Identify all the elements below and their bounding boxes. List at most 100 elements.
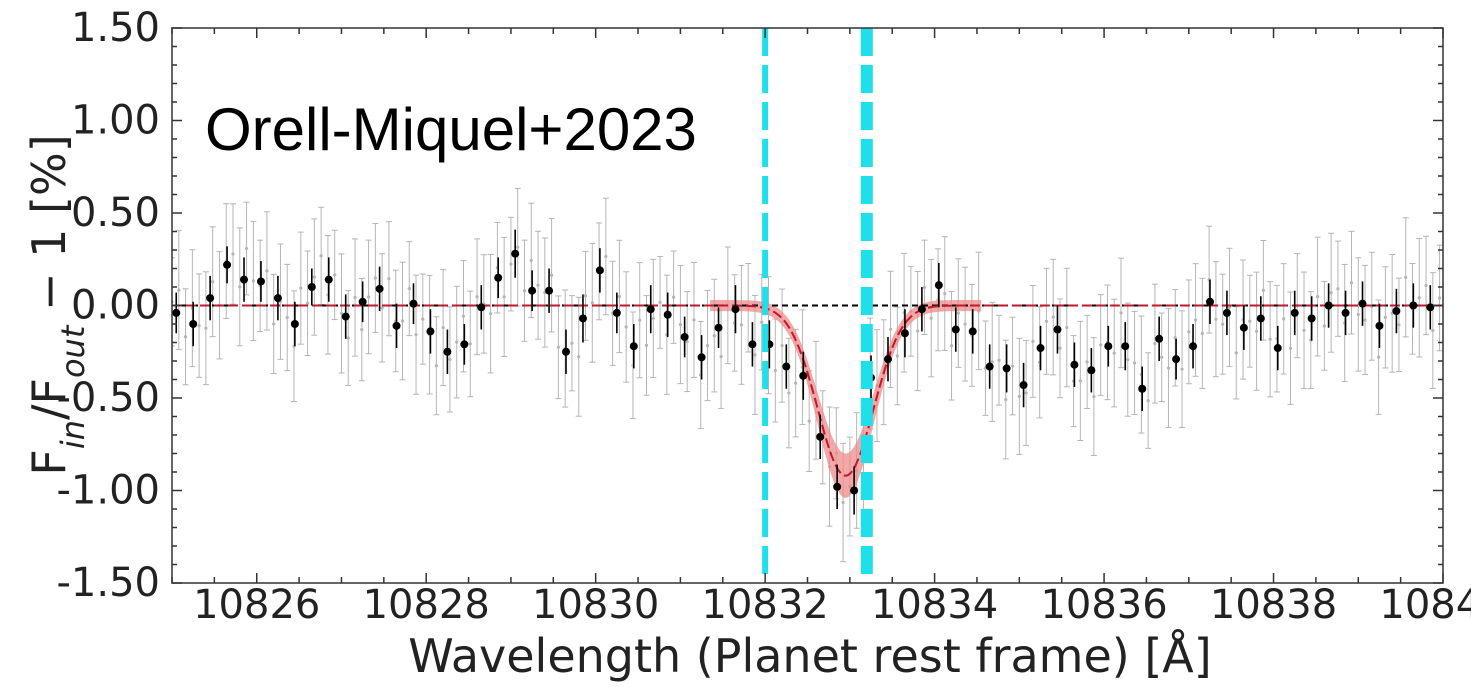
raw-point xyxy=(1214,317,1218,321)
raw-point xyxy=(590,301,594,305)
raw-point xyxy=(638,318,642,322)
x-tick-label: 10840 xyxy=(1379,582,1471,628)
raw-point xyxy=(550,273,554,277)
raw-point xyxy=(204,326,208,330)
raw-point xyxy=(509,262,513,266)
raw-point xyxy=(339,311,344,316)
raw-point xyxy=(990,360,994,364)
raw-point xyxy=(780,344,784,348)
raw-point xyxy=(407,287,411,291)
raw-point xyxy=(1166,366,1171,370)
raw-point xyxy=(943,291,947,296)
raw-point xyxy=(1221,322,1225,326)
binned-point xyxy=(646,305,655,314)
binned-point xyxy=(917,305,926,314)
raw-point xyxy=(1085,360,1089,364)
raw-point xyxy=(434,364,438,368)
binned-point xyxy=(256,277,265,286)
raw-point xyxy=(305,301,310,305)
y-tick-label: 0.00 xyxy=(71,283,160,329)
binned-point xyxy=(1239,323,1248,332)
raw-point xyxy=(1126,358,1130,362)
binned-point xyxy=(223,260,232,269)
binned-point xyxy=(528,286,537,295)
binned-point xyxy=(850,486,859,495)
binned-point xyxy=(189,320,198,328)
raw-point xyxy=(678,322,683,327)
binned-point xyxy=(460,340,469,349)
raw-point xyxy=(251,279,255,283)
raw-point xyxy=(1024,391,1028,395)
binned-point xyxy=(1104,342,1113,351)
raw-point xyxy=(1017,394,1021,398)
binned-point xyxy=(1426,303,1435,312)
raw-point xyxy=(244,246,249,251)
raw-point xyxy=(1058,346,1062,350)
raw-point xyxy=(231,252,235,256)
x-tick-label: 10836 xyxy=(1040,582,1167,628)
binned-point xyxy=(358,297,367,306)
binned-point xyxy=(714,323,723,332)
raw-point xyxy=(1329,291,1333,295)
y-tick-label: 1.00 xyxy=(71,98,160,144)
raw-point xyxy=(1160,355,1164,359)
raw-point xyxy=(488,312,493,316)
binned-point xyxy=(426,327,435,336)
raw-point xyxy=(366,295,371,299)
raw-point xyxy=(197,323,201,328)
ticks-layer: 10826 10828 10830 10832 10834 10836 10838 10840… xyxy=(57,5,1471,628)
raw-point xyxy=(644,343,649,348)
raw-point xyxy=(211,280,215,284)
raw-point xyxy=(1227,305,1232,309)
raw-point xyxy=(570,341,574,345)
raw-point xyxy=(1004,397,1008,402)
raw-point xyxy=(421,317,425,321)
raw-point xyxy=(956,311,960,315)
raw-point xyxy=(712,334,716,338)
binned-point xyxy=(172,308,181,317)
raw-point xyxy=(719,354,723,359)
raw-point xyxy=(583,294,588,298)
raw-point xyxy=(997,358,1001,362)
raw-point xyxy=(604,254,608,259)
binned-point xyxy=(782,362,791,371)
raw-point xyxy=(1248,319,1252,323)
raw-point xyxy=(1180,367,1184,371)
binned-point xyxy=(206,294,215,303)
binned-point xyxy=(1273,344,1282,353)
raw-point xyxy=(441,325,445,330)
binned-point xyxy=(307,283,316,291)
raw-point xyxy=(1363,318,1367,322)
raw-point xyxy=(272,322,276,326)
raw-point xyxy=(888,327,893,331)
raw-point xyxy=(895,354,899,358)
binned-point xyxy=(341,312,350,321)
raw-point xyxy=(265,269,269,273)
raw-point xyxy=(794,381,798,385)
raw-point xyxy=(373,276,377,280)
binned-point xyxy=(680,332,689,341)
raw-point xyxy=(1302,328,1306,332)
binned-point xyxy=(1222,308,1231,317)
binned-point xyxy=(1121,342,1130,351)
raw-point xyxy=(1431,328,1435,333)
raw-point xyxy=(529,258,533,262)
raw-point xyxy=(522,289,527,293)
binned-point xyxy=(494,273,503,282)
raw-point xyxy=(461,314,466,318)
binned-point xyxy=(477,303,486,312)
raw-point xyxy=(1153,342,1157,346)
binned-point xyxy=(392,321,401,330)
raw-point xyxy=(1397,323,1401,327)
raw-point xyxy=(1254,329,1259,333)
raw-point xyxy=(536,283,540,287)
raw-point xyxy=(916,329,920,333)
raw-point xyxy=(1146,398,1150,403)
raw-point xyxy=(1187,330,1191,334)
binned-point xyxy=(629,342,638,351)
binned-point xyxy=(578,314,587,323)
x-axis-label: Wavelength (Planet rest frame) [Å] xyxy=(408,629,1211,683)
binned-point xyxy=(816,432,825,441)
